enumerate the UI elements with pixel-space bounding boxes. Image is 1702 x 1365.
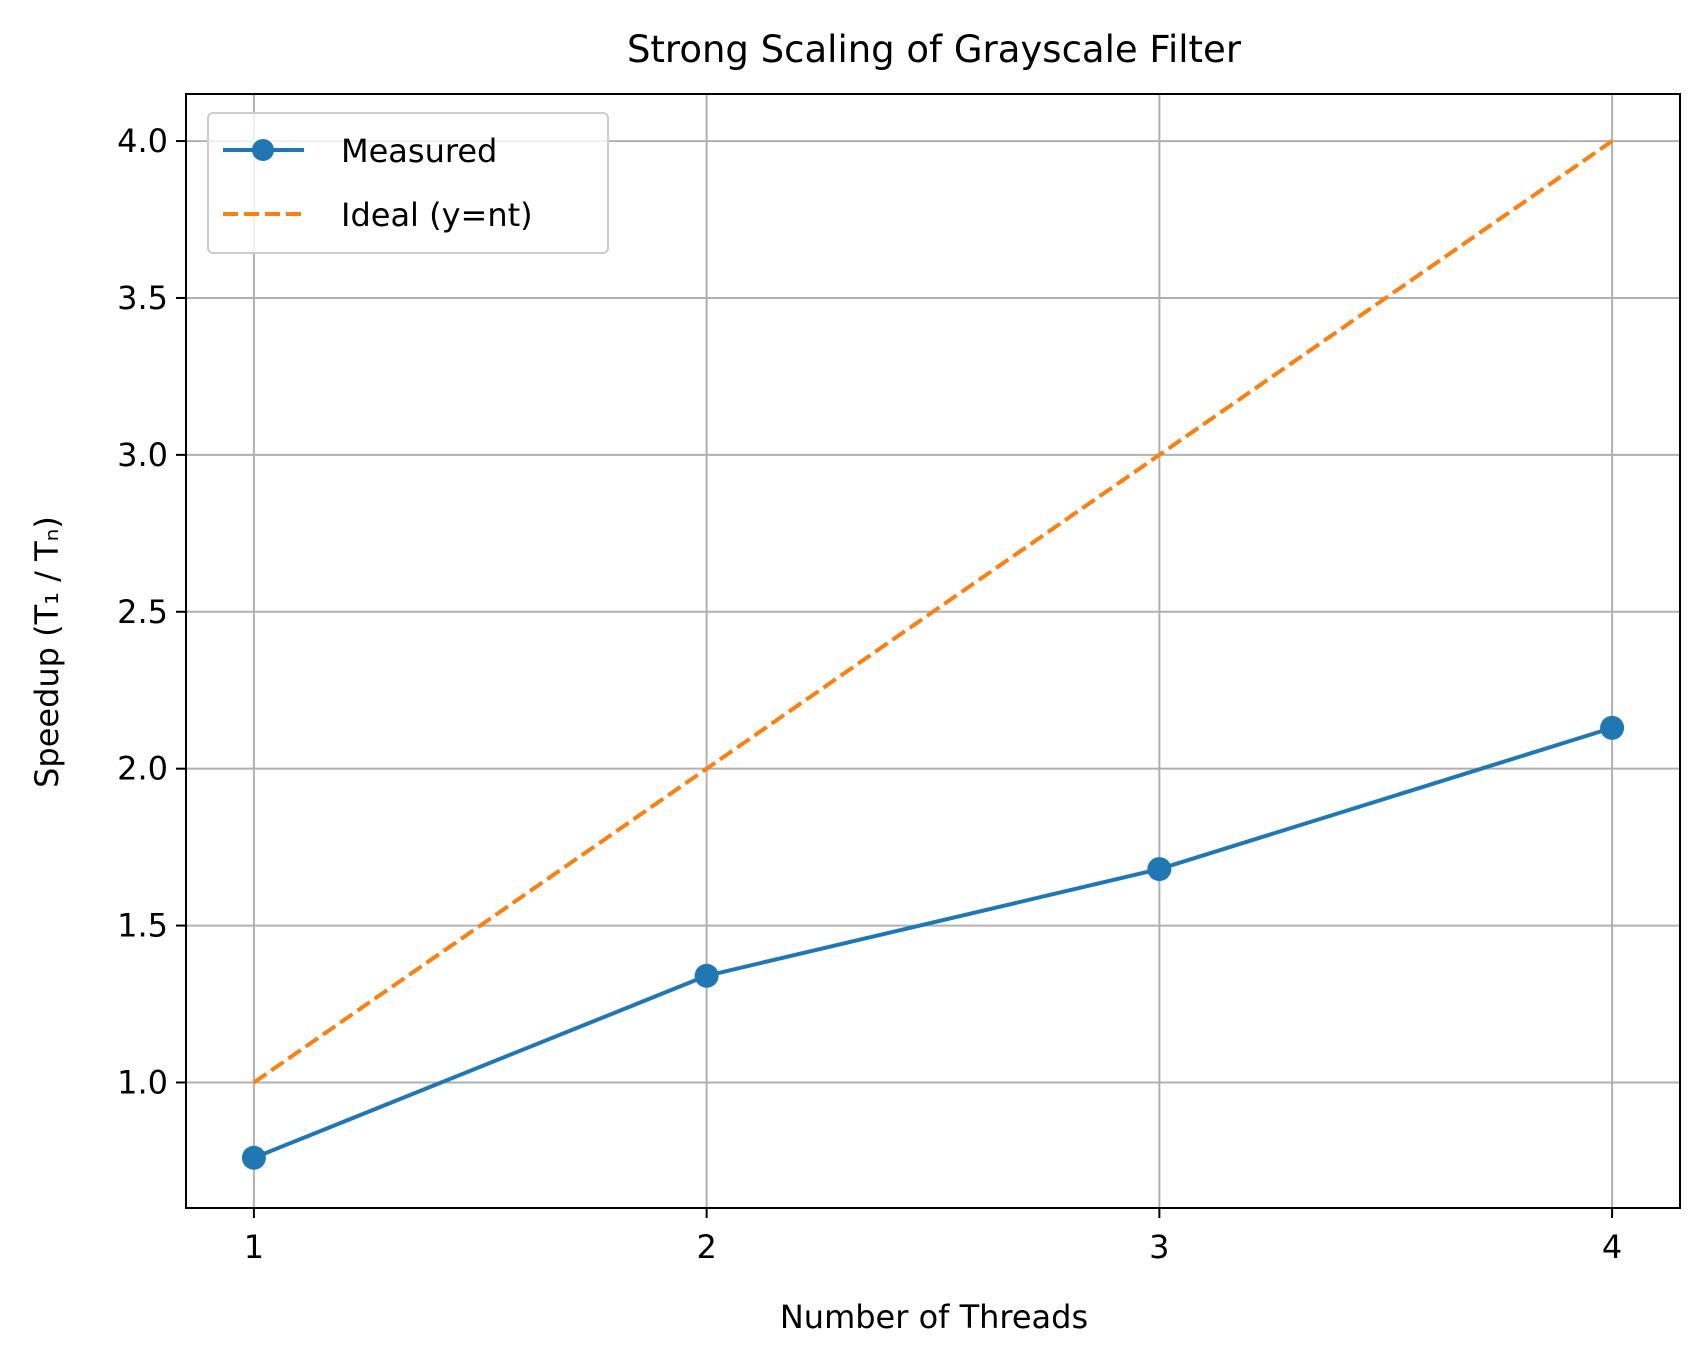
data-point [694, 963, 719, 988]
series-layer [241, 139, 1625, 1170]
x-tick-label: 2 [696, 1228, 716, 1266]
y-tick-label: 3.5 [117, 279, 168, 317]
x-tick-label: 4 [1602, 1228, 1622, 1266]
x-tick-label: 3 [1149, 1228, 1169, 1266]
legend: Measured Ideal (y=nt) [207, 112, 609, 254]
y-axis-label: Speedup (T₁ / Tₙ) [28, 516, 66, 788]
legend-ideal-label: Ideal (y=nt) [341, 196, 533, 234]
y-tick-label: 1.5 [117, 907, 168, 945]
x-tick-label: 1 [244, 1228, 264, 1266]
grid-lines [186, 94, 1680, 1208]
series-line [253, 725, 1613, 1160]
series-measured [241, 715, 1625, 1170]
y-tick-label: 4.0 [117, 122, 168, 160]
y-tick-label: 2.0 [117, 750, 168, 788]
x-axis-ticks: 1 2 3 4 [244, 1208, 1622, 1266]
data-point [1600, 715, 1625, 740]
y-axis-ticks: 1.0 1.5 2.0 2.5 3.0 3.5 4.0 [117, 122, 186, 1101]
x-axis-label: Number of Threads [780, 1298, 1088, 1336]
y-tick-label: 2.5 [117, 593, 168, 631]
plot-area-frame [185, 93, 1681, 1209]
data-point [1147, 857, 1172, 882]
chart-title: Strong Scaling of Grayscale Filter [627, 28, 1242, 71]
legend-measured-label: Measured [341, 132, 497, 170]
series-ideal [252, 139, 1614, 1085]
series-line [252, 139, 1614, 1085]
y-tick-label: 1.0 [117, 1063, 168, 1101]
data-point [241, 1145, 266, 1170]
legend-box [207, 112, 609, 254]
legend-measured-marker [252, 139, 274, 161]
y-tick-label: 3.0 [117, 436, 168, 474]
